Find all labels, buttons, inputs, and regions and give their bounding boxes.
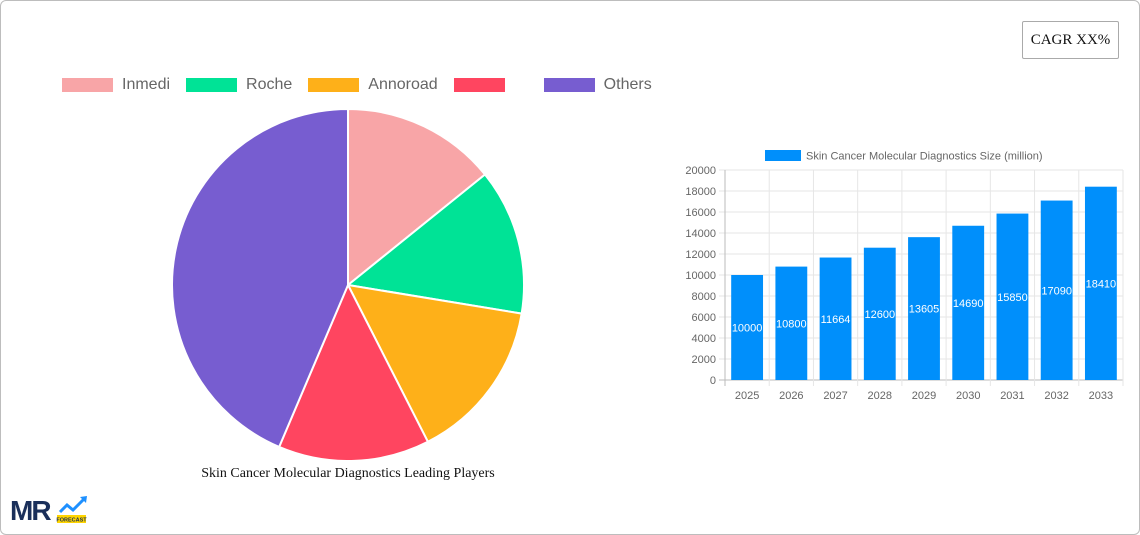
bar[interactable] bbox=[775, 266, 808, 380]
x-tick-label: 2029 bbox=[912, 390, 936, 402]
bar-legend-swatch bbox=[765, 150, 801, 161]
x-tick-label: 2030 bbox=[956, 390, 980, 402]
bar[interactable] bbox=[952, 225, 985, 380]
x-tick-label: 2028 bbox=[868, 390, 892, 402]
y-tick-label: 14000 bbox=[685, 228, 716, 240]
y-tick-label: 12000 bbox=[685, 249, 716, 261]
x-tick-label: 2025 bbox=[735, 390, 759, 402]
y-tick-label: 4000 bbox=[692, 333, 716, 345]
pie-legend: Inmedi Roche Annoroad Others bbox=[62, 74, 668, 96]
y-tick-label: 6000 bbox=[692, 312, 716, 324]
bar[interactable] bbox=[1040, 200, 1073, 380]
x-tick-label: 2027 bbox=[823, 390, 847, 402]
y-tick-label: 18000 bbox=[685, 186, 716, 198]
x-tick-label: 2032 bbox=[1044, 390, 1068, 402]
bar-value-label: 18410 bbox=[1086, 278, 1117, 290]
bar-value-label: 11664 bbox=[821, 314, 851, 326]
x-tick-label: 2026 bbox=[779, 390, 803, 402]
logo-forecast-bg bbox=[57, 515, 86, 523]
arrow-head-icon bbox=[80, 496, 87, 503]
legend-swatch bbox=[543, 78, 595, 92]
bar[interactable] bbox=[731, 275, 764, 380]
trend-arrow-icon bbox=[58, 497, 86, 514]
y-tick-label: 10000 bbox=[685, 270, 716, 282]
y-tick-label: 8000 bbox=[692, 291, 716, 303]
bar-value-label: 17090 bbox=[1041, 285, 1072, 297]
bar[interactable] bbox=[1084, 186, 1117, 380]
legend-label: Annoroad bbox=[368, 76, 438, 93]
pie-legend-item[interactable]: Inmedi bbox=[62, 76, 170, 94]
pie-slice[interactable] bbox=[171, 107, 349, 449]
x-tick-label: 2033 bbox=[1089, 390, 1113, 402]
bar-chart: Skin Cancer Molecular Diagnostics Size (… bbox=[685, 150, 1124, 402]
legend-label: Inmedi bbox=[122, 76, 171, 93]
pie-legend-item[interactable]: Others bbox=[543, 76, 652, 94]
bar-value-label: 15850 bbox=[997, 292, 1028, 304]
logo-forecast-text: FORECAST bbox=[56, 517, 87, 523]
y-tick-label: 20000 bbox=[685, 165, 716, 177]
bar-value-label: 12600 bbox=[864, 309, 895, 321]
pie-chart bbox=[171, 107, 525, 460]
pie-slice[interactable] bbox=[347, 107, 487, 288]
x-tick-label: 2031 bbox=[1000, 390, 1024, 402]
pie-chart-title: Skin Cancer Molecular Diagnostics Leadin… bbox=[201, 466, 495, 481]
bar-value-label: 13605 bbox=[909, 304, 940, 316]
mr-forecast-logo: MR FORECAST bbox=[10, 495, 87, 526]
legend-swatch bbox=[62, 78, 113, 92]
bar[interactable] bbox=[908, 237, 940, 380]
bar-value-label: 10800 bbox=[776, 318, 807, 330]
y-tick-label: 2000 bbox=[692, 354, 716, 366]
y-tick-label: 16000 bbox=[685, 207, 716, 219]
bar-value-label: 14690 bbox=[953, 298, 984, 310]
pie-slice[interactable] bbox=[346, 283, 523, 444]
legend-swatch bbox=[186, 78, 238, 92]
pie-legend-item[interactable] bbox=[453, 78, 528, 92]
bar-legend-label[interactable]: Skin Cancer Molecular Diagnostics Size (… bbox=[806, 151, 1043, 163]
bar[interactable] bbox=[863, 247, 896, 380]
bar[interactable] bbox=[996, 213, 1029, 380]
pie-slice[interactable] bbox=[345, 173, 525, 315]
cagr-label: CAGR XX% bbox=[1030, 31, 1111, 48]
logo-mr-text: MR bbox=[10, 495, 51, 526]
legend-label: Roche bbox=[246, 76, 293, 93]
y-tick-label: 0 bbox=[710, 375, 716, 387]
legend-swatch bbox=[453, 78, 505, 92]
bar-value-label: 10000 bbox=[732, 323, 763, 335]
bar[interactable] bbox=[819, 257, 852, 380]
cagr-badge: CAGR XX% bbox=[1022, 21, 1119, 59]
pie-legend-item[interactable]: Roche bbox=[186, 76, 292, 94]
pie-slice[interactable] bbox=[277, 282, 430, 460]
legend-label: Others bbox=[603, 76, 652, 93]
legend-swatch bbox=[308, 78, 360, 92]
pie-legend-item[interactable]: Annoroad bbox=[308, 76, 438, 94]
